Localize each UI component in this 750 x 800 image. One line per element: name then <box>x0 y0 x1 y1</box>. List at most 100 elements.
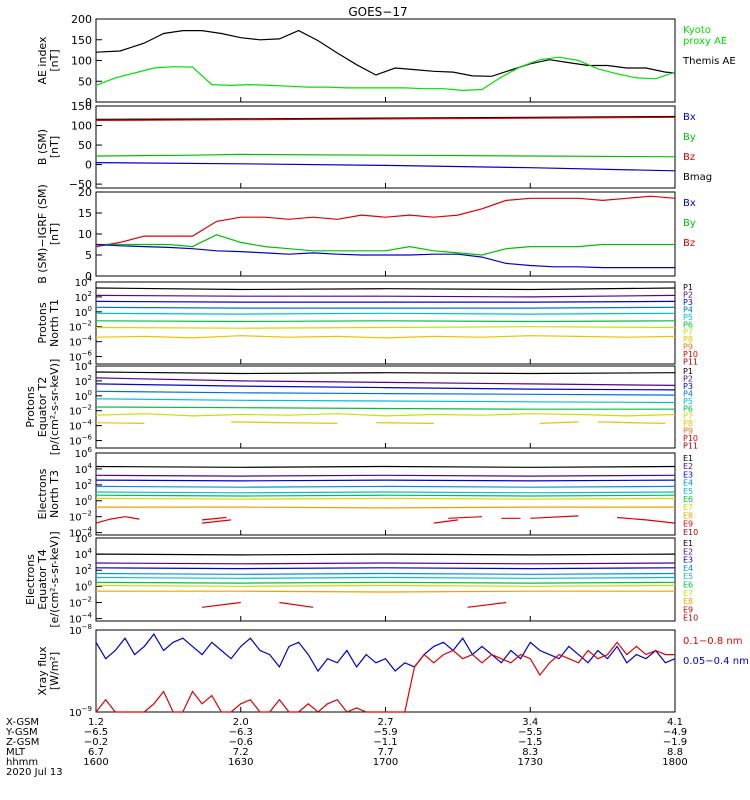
legend-entry: P6 <box>683 320 693 329</box>
series-line-P2 <box>95 377 676 386</box>
y-axis-label: Protons <box>36 302 49 343</box>
y-tick-label: 10−9 <box>69 705 92 719</box>
y-tick-label: 10 <box>78 228 92 241</box>
legend-entry: E6 <box>683 581 693 590</box>
legend-entry: P9 <box>683 427 693 436</box>
y-tick-label: 100 <box>75 579 92 593</box>
series-line-P6 <box>95 320 676 323</box>
y-axis-label: [nT] <box>48 136 61 158</box>
axis-row-value: −1.1 <box>373 737 397 748</box>
y-axis-label: North T3 <box>48 470 61 518</box>
series-line-E1 <box>95 465 676 468</box>
panel-3: 0 5 10 15 20 B (SM)−IGRF (SM) [nT] Bx By Bz <box>36 184 696 284</box>
legend-entry: P10 <box>683 434 698 443</box>
y-tick-label: 10−8 <box>69 623 92 637</box>
y-tick-label: 100 <box>71 120 92 133</box>
panel-8: 10−9 10−8 Xray flux [W/m²] 0.1−0.8 nm 0.05−0.… <box>36 623 749 719</box>
axis-row-value: −5.9 <box>373 727 397 738</box>
series-line-E9 <box>202 519 232 524</box>
axis-row-value: 4.1 <box>667 717 683 728</box>
y-tick-label: 150 <box>71 100 92 113</box>
axis-row-label: MLT <box>6 747 26 758</box>
series-line-E9 <box>95 516 140 524</box>
axis-row-value: −1.9 <box>663 737 687 748</box>
series-line-P1 <box>95 371 676 375</box>
series-line-E6 <box>95 494 676 497</box>
panel-frame <box>95 18 676 103</box>
y-tick-label: 50 <box>78 139 92 152</box>
y-tick-label: 10−6 <box>69 434 93 448</box>
y-axis-label: Protons <box>24 386 37 427</box>
series-line-E9 <box>202 516 227 521</box>
y-tick-label: 10−4 <box>69 612 93 626</box>
y-tick-label: 102 <box>75 478 92 492</box>
series-line-P4 <box>95 390 676 396</box>
series-line-E9 <box>279 601 314 608</box>
y-tick-label: 150 <box>71 34 92 47</box>
axis-row-value: 1.2 <box>88 717 104 728</box>
y-tick-label: 0 <box>85 96 92 109</box>
series-line-P8 <box>95 422 145 424</box>
y-axis-label: B (SM)−IGRF (SM) <box>36 184 49 284</box>
y-tick-label: 102 <box>75 374 92 388</box>
axis-row-label: Y-GSM <box>5 727 38 738</box>
series-line-0.1−0.8 nm <box>95 641 675 713</box>
axis-row-value: −1.5 <box>518 737 542 748</box>
axis-row-value: 8.8 <box>667 747 683 758</box>
legend-entry: P3 <box>683 382 693 391</box>
legend-entry: P9 <box>683 343 693 352</box>
y-tick-label: 0 <box>85 270 92 283</box>
series-line-E2 <box>95 474 676 477</box>
y-tick-label: 102 <box>75 290 92 304</box>
y-axis-label: Electrons <box>24 554 37 605</box>
series-line-E3 <box>95 479 676 482</box>
legend-entry: Themis AE <box>682 56 736 67</box>
legend-entry: P7 <box>683 412 693 421</box>
y-tick-label: 10−2 <box>69 404 92 418</box>
series-line-P8 <box>539 421 579 424</box>
panel-frame <box>95 537 676 622</box>
series-line-E8 <box>96 506 675 509</box>
y-axis-label: Equator T4 <box>36 549 49 609</box>
axis-row-value: 1600 <box>83 757 108 768</box>
y-tick-label: 102 <box>75 563 92 577</box>
panel-frame <box>95 629 676 713</box>
axis-row-value: 7.2 <box>233 747 249 758</box>
panel-frame <box>95 452 676 536</box>
axis-row-value: 1730 <box>518 757 543 768</box>
legend-entry: By <box>683 218 696 229</box>
series-line-By <box>95 153 676 158</box>
series-line-P3 <box>95 383 676 391</box>
legend-entry: P2 <box>683 290 693 299</box>
legend-entry: Bx <box>683 198 696 209</box>
series-line-P3 <box>95 300 676 303</box>
axis-row-value: 8.3 <box>522 747 538 758</box>
series-line-Themis AE <box>95 29 676 77</box>
series-line-E2 <box>95 562 676 565</box>
series-line-E9 <box>617 516 676 524</box>
y-tick-label: 200 <box>71 13 92 26</box>
axis-row-value: −5.5 <box>518 727 542 738</box>
axis-row-value: −0.6 <box>229 737 253 748</box>
series-line-P8 <box>597 421 666 424</box>
legend-entry: P5 <box>683 397 693 406</box>
y-tick-label: −50 <box>69 178 92 191</box>
series-line-E9 <box>467 601 507 608</box>
legend-entry: E9 <box>683 605 693 614</box>
legend-entry: E10 <box>683 614 698 623</box>
axis-row-value: 1800 <box>662 757 687 768</box>
series-line-Bx <box>95 243 675 269</box>
legend-entry: E3 <box>683 556 693 565</box>
axis-row-value: −4.9 <box>663 727 687 738</box>
y-tick-label: 10−6 <box>69 350 93 364</box>
series-line-P8 <box>375 422 434 424</box>
legend-entry: E7 <box>683 589 693 598</box>
panel-frame <box>95 191 676 277</box>
legend-entry: 0.1−0.8 nm <box>683 636 742 647</box>
axis-row-value: 3.4 <box>522 717 538 728</box>
y-tick-label: 20 <box>78 186 92 199</box>
series-line-Bx <box>95 162 676 172</box>
